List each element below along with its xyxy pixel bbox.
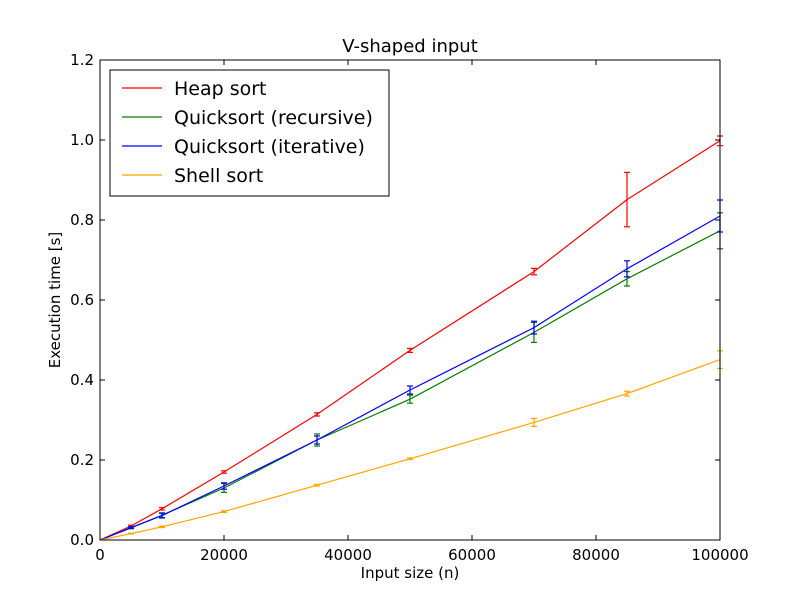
error-bar bbox=[531, 417, 537, 427]
y-tick-label: 0.0 bbox=[70, 531, 94, 549]
legend-item: Shell sort bbox=[122, 165, 263, 187]
legend-label: Quicksort (iterative) bbox=[174, 136, 365, 158]
legend-label: Shell sort bbox=[174, 165, 263, 187]
error-bar bbox=[221, 510, 227, 514]
error-bar bbox=[159, 512, 165, 519]
error-bar bbox=[407, 385, 413, 395]
error-bar bbox=[314, 483, 320, 487]
axes: 0 20000 40000 60000 80000 100000 0.0 0.2 0.4 0.6 0… bbox=[70, 51, 748, 564]
y-tick-label: 0.8 bbox=[70, 211, 94, 229]
error-bar bbox=[221, 470, 227, 474]
x-tick-label: 80000 bbox=[572, 546, 620, 564]
legend-item: Quicksort (recursive) bbox=[122, 107, 373, 129]
y-axis-label: Execution time [s] bbox=[46, 232, 64, 369]
legend-label: Quicksort (recursive) bbox=[174, 107, 373, 129]
x-tick-label: 20000 bbox=[200, 546, 248, 564]
y-tick-label: 1.2 bbox=[70, 51, 94, 69]
error-bar bbox=[531, 320, 537, 335]
series-3 bbox=[99, 199, 723, 541]
error-bar bbox=[407, 394, 413, 404]
x-tick-label: 60000 bbox=[448, 546, 496, 564]
error-bar bbox=[159, 525, 165, 529]
y-tick-label: 1.0 bbox=[70, 131, 94, 149]
error-bar bbox=[407, 347, 413, 353]
error-bar bbox=[531, 267, 537, 276]
error-bar bbox=[407, 457, 413, 461]
y-tick-label: 0.2 bbox=[70, 451, 94, 469]
legend-item: Heap sort bbox=[122, 78, 267, 100]
x-tick-label: 100000 bbox=[691, 546, 748, 564]
plot-area bbox=[99, 135, 723, 541]
y-tick-label: 0.4 bbox=[70, 371, 94, 389]
error-bar bbox=[624, 390, 630, 397]
error-bar bbox=[624, 171, 630, 228]
error-bar bbox=[128, 532, 134, 535]
error-bar bbox=[221, 482, 227, 490]
chart-title: V-shaped input bbox=[342, 36, 478, 57]
legend-item: Quicksort (iterative) bbox=[122, 136, 365, 158]
x-axis-label: Input size (n) bbox=[361, 564, 460, 582]
error-bar bbox=[314, 435, 320, 445]
y-tick-label: 0.6 bbox=[70, 291, 94, 309]
error-bar bbox=[128, 526, 134, 530]
x-tick-label: 0 bbox=[95, 546, 105, 564]
legend-label: Heap sort bbox=[174, 78, 267, 100]
x-tick-label: 40000 bbox=[324, 546, 372, 564]
legend: Heap sort Quicksort (recursive) Quicksort … bbox=[109, 69, 390, 197]
error-bar bbox=[314, 412, 320, 417]
error-bar bbox=[624, 260, 630, 278]
error-bar bbox=[159, 507, 165, 511]
